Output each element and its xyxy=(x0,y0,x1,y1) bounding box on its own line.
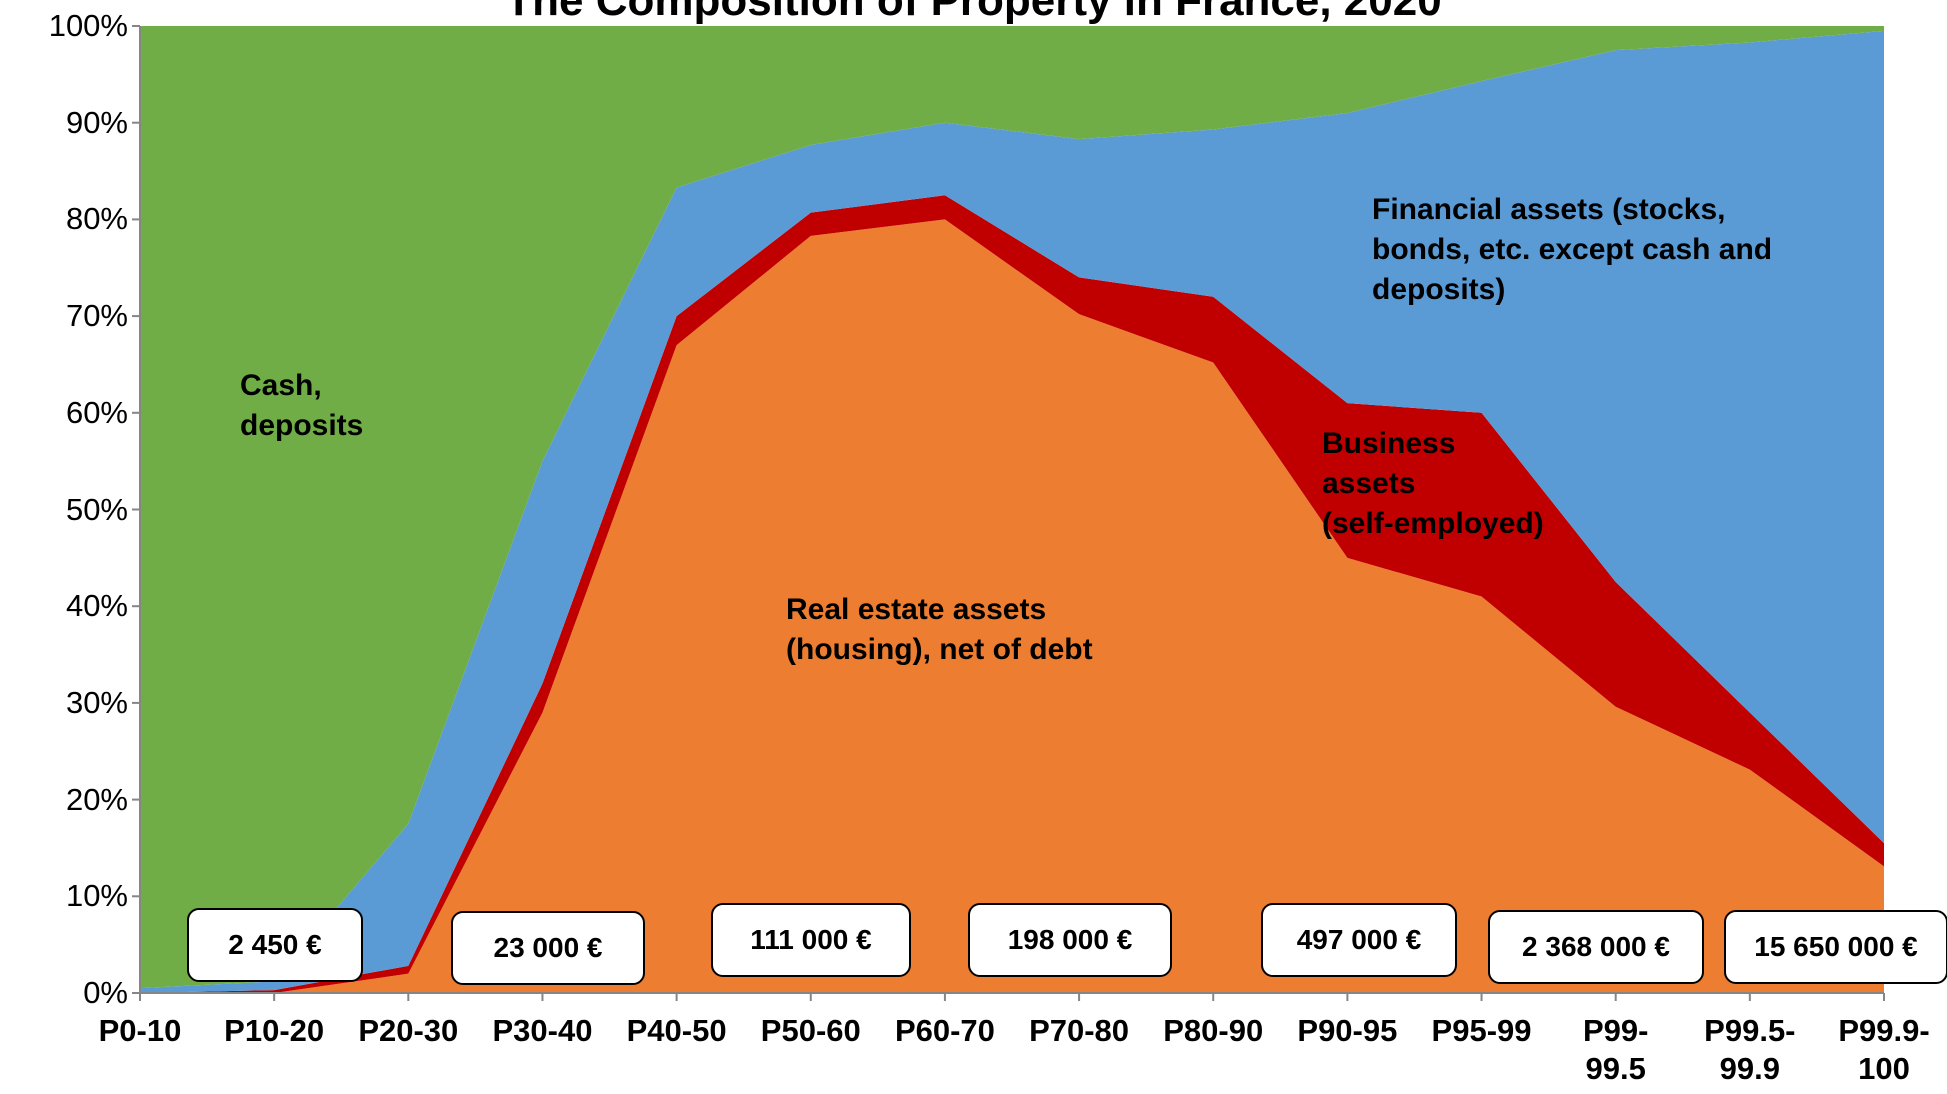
y-tick-label: 10% xyxy=(65,878,128,914)
area xyxy=(140,30,1884,993)
y-tick-label: 70% xyxy=(65,298,128,334)
chart-title: The Composition of Property in France, 2… xyxy=(505,0,1442,25)
y-tick-label: 80% xyxy=(65,201,128,237)
y-tick-label: 20% xyxy=(65,781,128,817)
area-label: Financial assets (stocks, bonds, etc. ex… xyxy=(1372,193,1773,306)
x-tick-label: P70-80 xyxy=(1029,1013,1130,1048)
annotation: 23 000 € xyxy=(451,911,645,985)
x-tick-label: P20-30 xyxy=(358,1013,459,1048)
area-label: Cash, deposits xyxy=(240,369,364,442)
x-tick-label: P10-20 xyxy=(224,1013,325,1048)
y-tick-label: 50% xyxy=(65,491,128,527)
annotation: 497 000 € xyxy=(1261,903,1457,977)
annotation: 2 368 000 € xyxy=(1488,910,1704,984)
x-tick-label: P50-60 xyxy=(760,1013,861,1048)
y-tick-label: 60% xyxy=(65,394,128,430)
area xyxy=(140,195,1884,994)
x-tick-label: P30-40 xyxy=(492,1013,593,1048)
y-tick-label: 40% xyxy=(65,588,128,624)
x-tick-label: P99.9- 100 xyxy=(1838,1013,1930,1086)
area xyxy=(140,219,1884,993)
x-tick-label: P60-70 xyxy=(894,1013,995,1048)
annotation: 2 450 € xyxy=(187,908,363,982)
annotation: 111 000 € xyxy=(711,903,911,977)
x-tick-label: P0-10 xyxy=(98,1013,182,1048)
x-tick-label: P99.5- 99.9 xyxy=(1704,1013,1796,1086)
area-label: Real estate assets (housing), net of deb… xyxy=(786,593,1093,666)
x-tick-label: P95-99 xyxy=(1431,1013,1532,1048)
y-tick-label: 90% xyxy=(65,104,128,140)
x-tick-label: P80-90 xyxy=(1163,1013,1264,1048)
x-tick-label: P90-95 xyxy=(1297,1013,1398,1048)
y-tick-label: 30% xyxy=(65,684,128,720)
x-tick-label: P40-50 xyxy=(626,1013,727,1048)
area-label: Business assets (self-employed) xyxy=(1322,427,1544,540)
y-tick-label: 100% xyxy=(48,8,128,43)
y-tick-label: 0% xyxy=(83,975,128,1010)
area xyxy=(140,26,1884,989)
annotation: 198 000 € xyxy=(968,903,1172,977)
x-tick-label: P99- 99.5 xyxy=(1582,1013,1649,1086)
annotation: 15 650 000 € xyxy=(1724,910,1947,984)
